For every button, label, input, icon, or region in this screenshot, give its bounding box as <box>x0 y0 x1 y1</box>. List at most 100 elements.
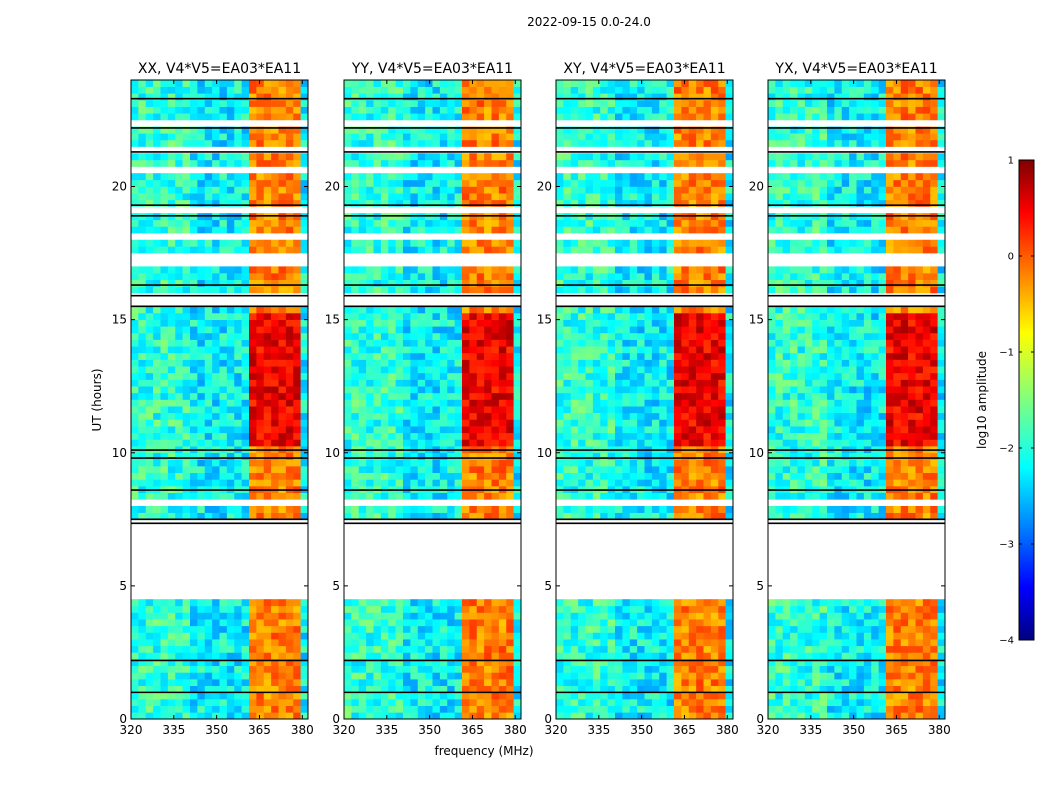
heatmap-cell <box>674 639 682 647</box>
heatmap-cell <box>637 312 645 320</box>
heatmap-cell <box>395 472 404 480</box>
heatmap-cell <box>447 173 455 181</box>
heatmap-cell <box>388 213 396 221</box>
heatmap-cell <box>358 665 367 673</box>
heatmap-cell <box>688 386 697 394</box>
heatmap-cell <box>498 426 507 434</box>
heatmap-cell <box>351 246 360 254</box>
heatmap-cell <box>585 605 594 613</box>
heatmap-cell <box>454 379 463 387</box>
heatmap-cell <box>696 472 704 480</box>
heatmap-cell <box>607 426 616 434</box>
heatmap-cell <box>615 406 623 414</box>
heatmap-cell <box>219 612 228 620</box>
heatmap-cell <box>585 472 594 480</box>
heatmap-cell <box>447 512 455 520</box>
heatmap-cell <box>703 479 712 487</box>
heatmap-cell <box>373 399 382 407</box>
heatmap-cell <box>373 186 382 194</box>
heatmap-cell <box>256 659 265 667</box>
heatmap-cell <box>403 159 411 167</box>
heatmap-cell <box>285 279 294 287</box>
heatmap-cell <box>138 273 147 280</box>
heatmap-cell <box>563 699 572 706</box>
heatmap-cell <box>484 139 492 147</box>
heatmap-cell <box>241 173 250 181</box>
heatmap-cell <box>659 352 667 360</box>
heatmap-cell <box>592 439 601 447</box>
heatmap-cell <box>592 466 601 474</box>
heatmap-cell <box>513 386 522 394</box>
heatmap-cell <box>644 239 653 247</box>
heatmap-cell <box>131 412 139 420</box>
heatmap-cell <box>182 159 191 167</box>
heatmap-cell <box>615 306 623 314</box>
heatmap-cell <box>703 466 712 474</box>
heatmap-cell <box>578 705 586 713</box>
heatmap-cell <box>556 506 564 513</box>
heatmap-cell <box>703 459 712 467</box>
heatmap-cell <box>469 126 478 134</box>
heatmap-cell <box>513 619 522 627</box>
heatmap-cell <box>659 312 667 320</box>
heatmap-cell <box>145 326 154 334</box>
heatmap-cell <box>506 419 514 427</box>
heatmap-cell <box>204 372 213 380</box>
heatmap-cell <box>622 372 631 380</box>
heatmap-cell <box>498 392 507 400</box>
heatmap-cell <box>644 705 653 713</box>
heatmap-cell <box>219 492 228 500</box>
heatmap-cell <box>513 312 522 320</box>
heatmap-cell <box>696 466 704 474</box>
heatmap-cell <box>131 692 139 700</box>
heatmap-cell <box>696 685 704 693</box>
heatmap-cell <box>484 80 492 87</box>
heatmap-cell <box>167 113 176 121</box>
heatmap-cell <box>256 226 265 234</box>
heatmap-cell <box>131 712 139 720</box>
heatmap-cell <box>160 452 169 460</box>
heatmap-cell <box>469 659 478 667</box>
heatmap-cell <box>249 692 257 700</box>
heatmap-cell <box>366 346 374 354</box>
heatmap-cell <box>145 472 154 480</box>
heatmap-cell <box>644 452 653 460</box>
heatmap-cell <box>175 359 183 367</box>
heatmap-cell <box>681 619 690 627</box>
heatmap-cell <box>160 133 169 141</box>
heatmap-cell <box>425 113 433 121</box>
heatmap-cell <box>249 359 257 367</box>
heatmap-cell <box>651 466 660 474</box>
heatmap-cell <box>167 652 176 660</box>
heatmap-cell <box>234 506 242 513</box>
heatmap-cell <box>476 412 485 420</box>
heatmap-cell <box>153 625 161 633</box>
heatmap-cell <box>556 406 564 414</box>
heatmap-cell <box>454 692 463 700</box>
y-tick-label: 10 <box>112 446 127 460</box>
heatmap-cell <box>578 239 586 247</box>
heatmap-cell <box>395 286 404 294</box>
heatmap-cell <box>696 273 704 280</box>
heatmap-cell <box>344 326 352 334</box>
heatmap-cell <box>513 632 522 640</box>
heatmap-cell <box>454 672 463 680</box>
heatmap-cell <box>212 466 220 474</box>
heatmap-cell <box>563 712 572 720</box>
heatmap-cell <box>190 213 198 221</box>
heatmap-cell <box>629 632 638 640</box>
heatmap-cell <box>417 432 426 440</box>
heatmap-cell <box>710 459 719 467</box>
heatmap-cell <box>476 372 485 380</box>
heatmap-cell <box>637 679 645 687</box>
heatmap-cell <box>666 612 675 620</box>
heatmap-cell <box>285 113 294 121</box>
heatmap-cell <box>491 273 500 280</box>
heatmap-cell <box>351 432 360 440</box>
heatmap-cell <box>484 186 492 194</box>
heatmap-cell <box>358 226 367 234</box>
heatmap-cell <box>219 705 228 713</box>
heatmap-cell <box>506 99 514 107</box>
heatmap-cell <box>570 239 579 247</box>
heatmap-cell <box>388 153 396 161</box>
